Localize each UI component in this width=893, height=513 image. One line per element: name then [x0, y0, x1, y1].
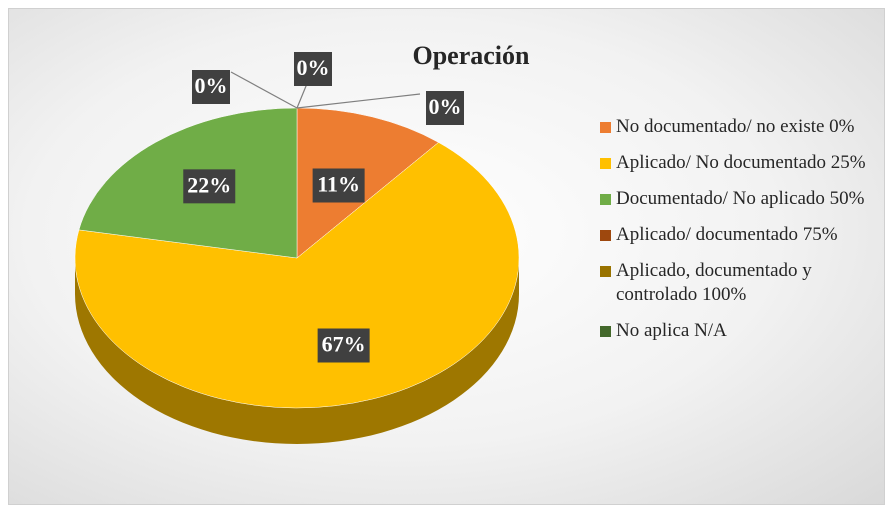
data-label: 0%	[297, 55, 330, 80]
data-label: 11%	[317, 172, 360, 197]
legend-swatch	[600, 158, 611, 169]
pie-slice	[74, 142, 520, 409]
data-label-box	[317, 328, 370, 363]
data-label-box	[192, 70, 230, 104]
data-label-box	[312, 168, 365, 203]
legend-swatch	[600, 122, 611, 133]
data-label: 0%	[429, 94, 462, 119]
legend-label: Aplicado, documentado y controlado 100%	[616, 260, 812, 305]
legend-item: Aplicado/ No documentado 25%	[596, 151, 886, 175]
legend-label: No documentado/ no existe 0%	[616, 116, 855, 137]
legend-item: Aplicado, documentado y controlado 100%	[596, 259, 886, 307]
legend-swatch	[600, 266, 611, 277]
legend-item: No documentado/ no existe 0%	[596, 115, 886, 139]
legend-label: Documentado/ No aplicado 50%	[616, 188, 865, 209]
leader-line	[296, 93, 421, 109]
legend-swatch	[600, 326, 611, 337]
data-label: 22%	[187, 172, 231, 197]
data-label-box	[183, 169, 236, 204]
legend-label: No aplica N/A	[616, 320, 727, 341]
legend-swatch	[600, 230, 611, 241]
legend-item: Documentado/ No aplicado 50%	[596, 187, 886, 211]
pie-slice	[296, 107, 439, 259]
data-label: 0%	[195, 73, 228, 98]
legend: No documentado/ no existe 0% Aplicado/ No…	[596, 115, 886, 355]
pie-side	[75, 258, 519, 444]
chart-title: Operación	[413, 41, 531, 70]
data-label: 67%	[322, 332, 366, 357]
legend-item: Aplicado/ documentado 75%	[596, 223, 886, 247]
legend-swatch	[600, 194, 611, 205]
data-label-box	[426, 91, 464, 125]
legend-label: Aplicado/ No documentado 25%	[616, 152, 866, 173]
legend-item: No aplica N/A	[596, 319, 886, 343]
legend-label: Aplicado/ documentado 75%	[616, 224, 838, 245]
leader-line	[230, 71, 298, 109]
data-label-box	[294, 52, 332, 86]
